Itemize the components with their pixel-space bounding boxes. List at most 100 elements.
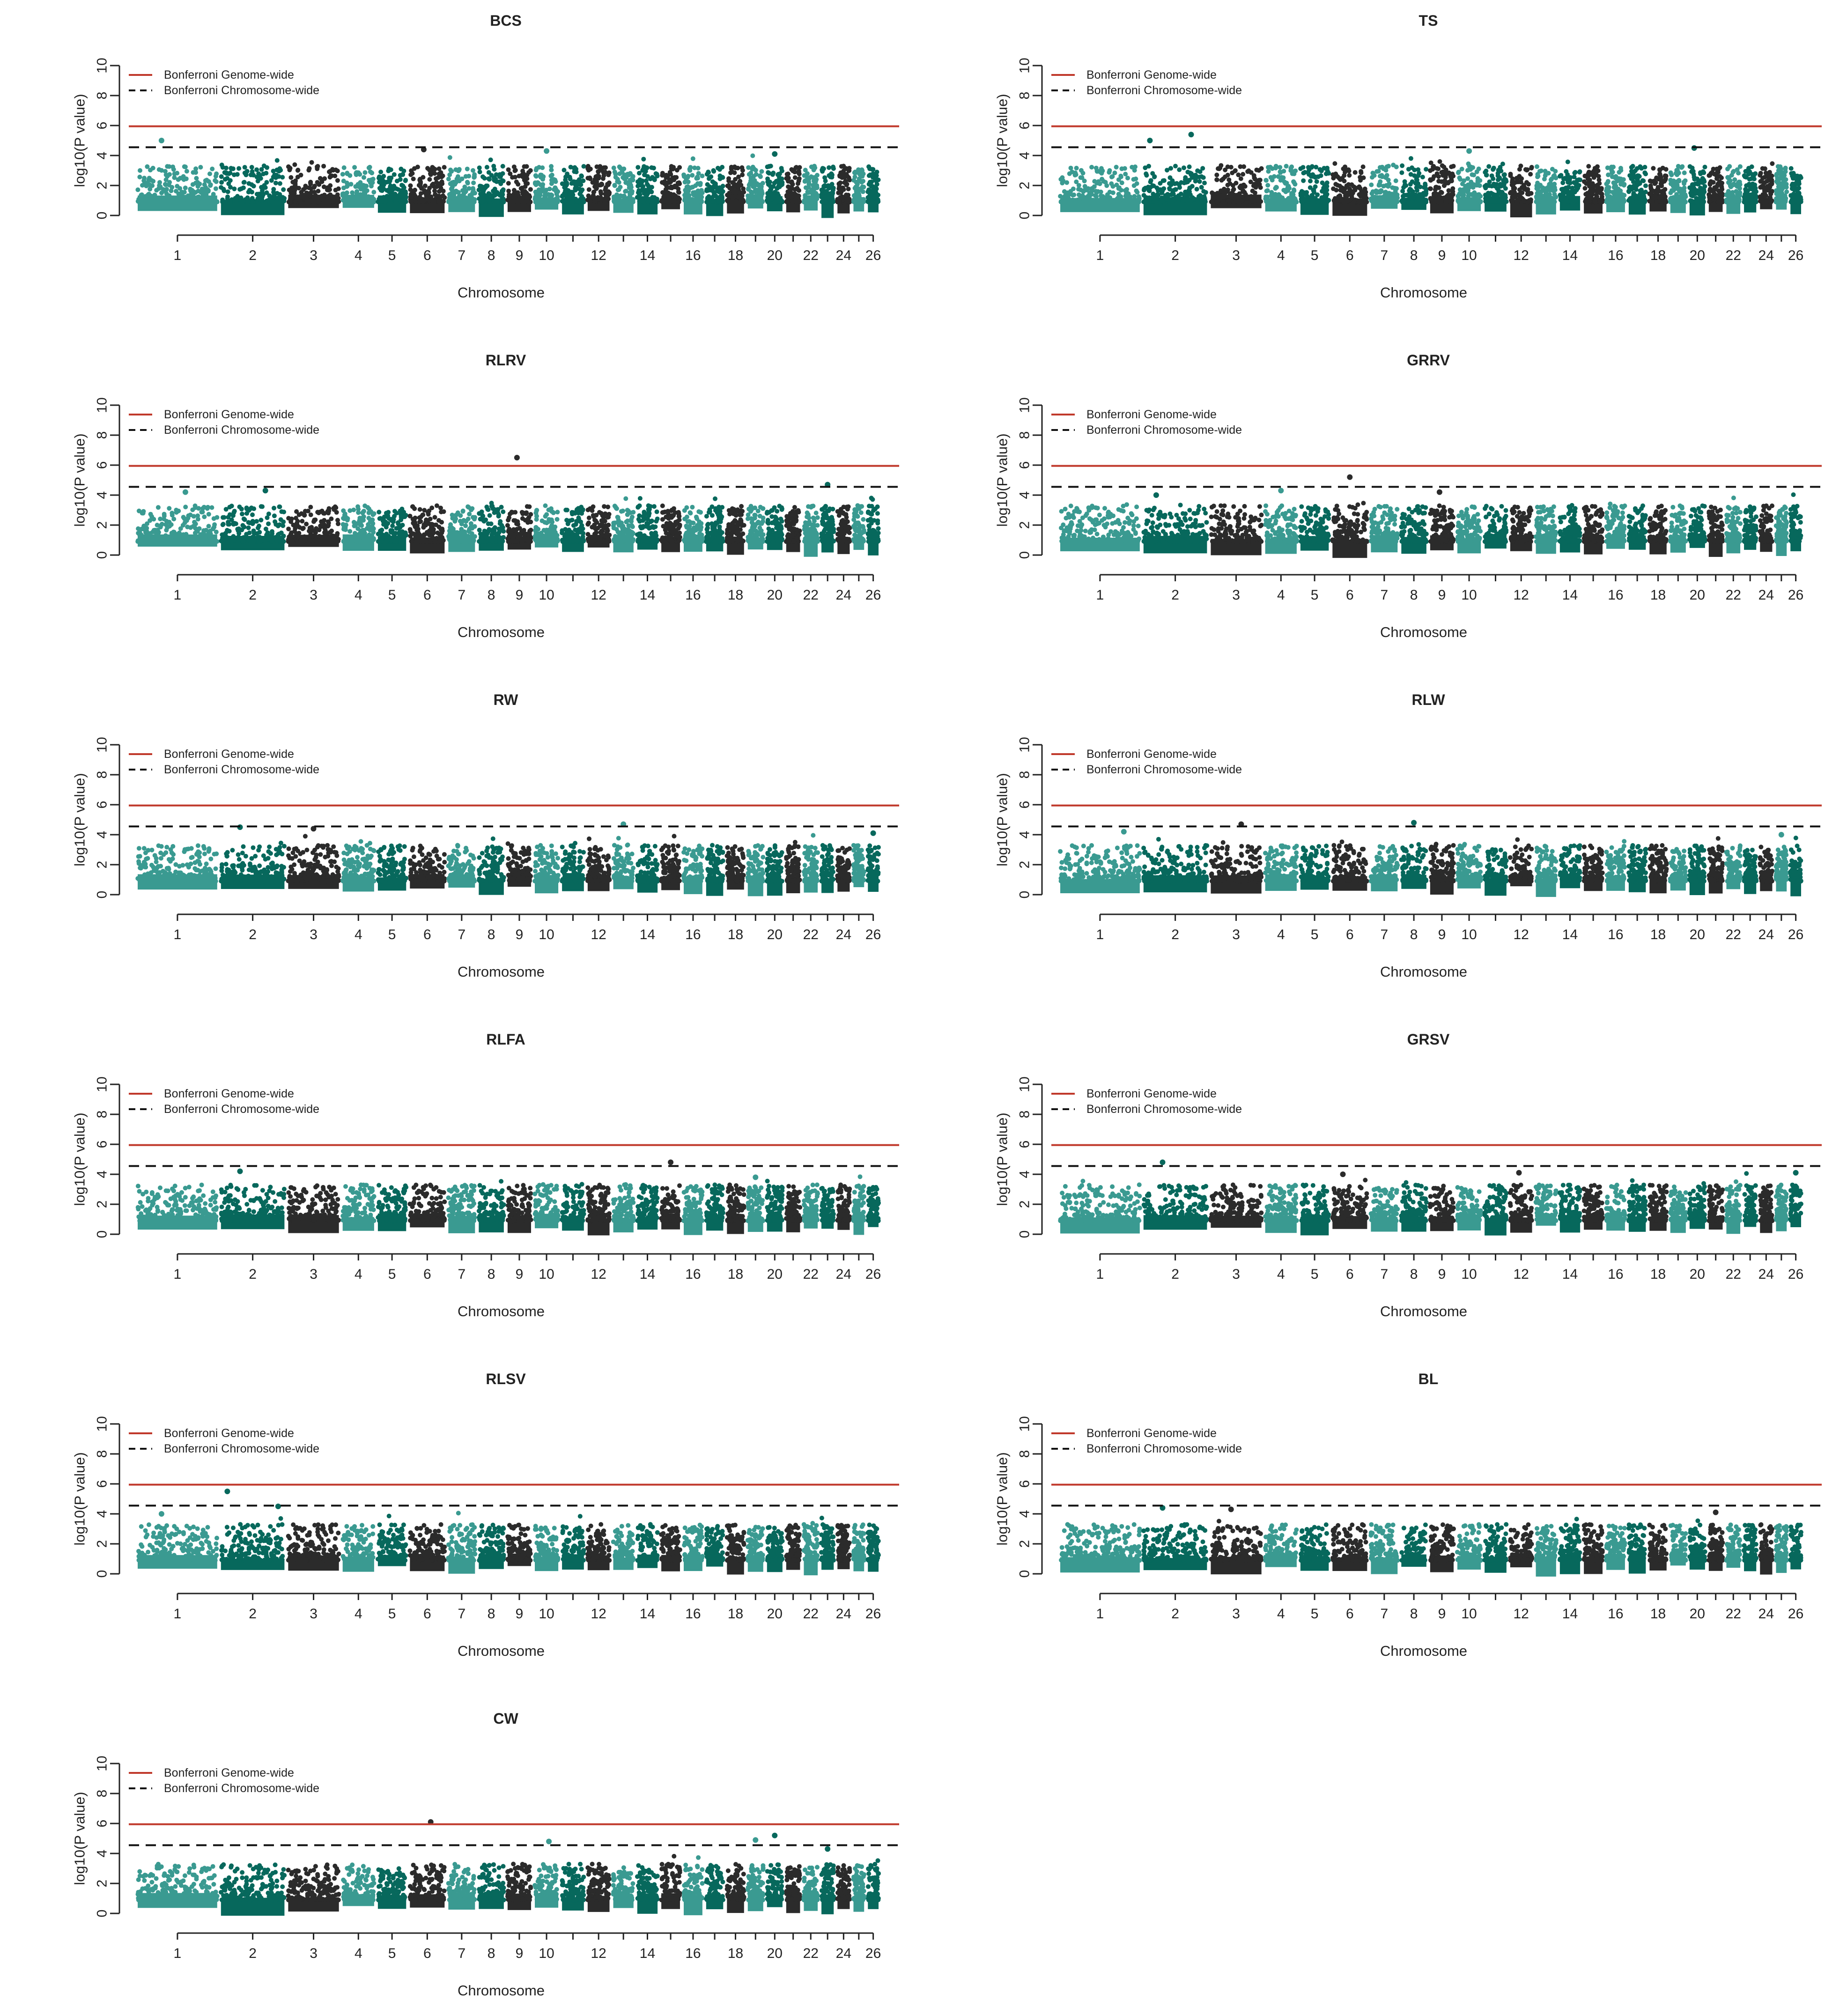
snp-point (249, 172, 253, 177)
snp-point (232, 172, 236, 177)
snp-point (363, 195, 368, 200)
chromosome-6-points (408, 165, 447, 214)
snp-point (427, 177, 432, 182)
snp-point (345, 191, 349, 195)
snp-point (321, 164, 326, 169)
snp-point (340, 193, 345, 198)
snp-point (363, 184, 368, 188)
snp-point (298, 194, 303, 199)
snp-point (229, 166, 233, 170)
snp-point (167, 164, 171, 169)
snp-point (438, 195, 443, 200)
snp-point (267, 199, 272, 203)
snp-point (336, 186, 341, 191)
snp-point (315, 164, 319, 169)
snp-point (219, 180, 224, 185)
snp-point (250, 198, 255, 202)
snp-point (359, 187, 363, 192)
snp-point (287, 200, 291, 204)
snp-point (386, 198, 391, 202)
snp-point (281, 197, 286, 202)
snp-point (413, 188, 417, 193)
snp-point (212, 198, 216, 203)
y-axis-label: log10(P value) (72, 94, 88, 187)
snp-point (151, 179, 155, 184)
snp-point (335, 199, 340, 204)
chromosome-1-points (135, 164, 219, 211)
snp-point (149, 198, 154, 203)
snp-point (281, 187, 286, 192)
snp-point (380, 188, 384, 193)
snp-point (226, 189, 230, 194)
snp-point (167, 183, 171, 187)
snp-point (309, 190, 314, 194)
snp-point (388, 184, 392, 189)
snp-point (206, 198, 210, 203)
snp-point (174, 189, 178, 193)
snp-point (288, 175, 293, 180)
snp-point (206, 188, 211, 193)
snp-point (307, 185, 311, 190)
snp-point (316, 189, 320, 193)
snp-point (242, 180, 246, 185)
y-tick-label: 2 (95, 182, 110, 190)
snp-point (381, 174, 386, 178)
snp-point (177, 200, 181, 204)
snp-point (191, 170, 196, 175)
snp-point (345, 171, 350, 176)
snp-point (352, 165, 357, 170)
snp-point (272, 195, 276, 200)
snp-point (298, 200, 303, 204)
snp-point (246, 190, 251, 194)
snp-point (149, 193, 154, 198)
snp-point (142, 176, 147, 180)
snp-point (219, 174, 224, 179)
snp-point (263, 185, 268, 190)
snp-point (273, 181, 278, 185)
snp-point (264, 180, 269, 185)
chromosome-5-points (376, 167, 408, 213)
snp-point (301, 187, 306, 192)
snp-point (239, 186, 244, 191)
snp-point (331, 199, 336, 203)
snp-point (236, 166, 241, 171)
snp-point (135, 187, 140, 192)
snp-point (159, 195, 164, 200)
snp-point (259, 167, 264, 172)
snp-point (403, 189, 408, 194)
snp-point (363, 188, 368, 193)
snp-point (223, 177, 228, 182)
snp-point (290, 195, 295, 200)
snp-point (349, 182, 354, 186)
snp-point (200, 195, 205, 200)
snp-point (161, 187, 166, 192)
snp-point (250, 165, 254, 170)
snp-point (418, 184, 423, 189)
snp-point (395, 179, 399, 184)
chromosome-2-points (219, 158, 287, 215)
snp-point (379, 180, 384, 185)
snp-point (148, 183, 153, 188)
snp-point (214, 186, 218, 191)
snp-point (157, 180, 162, 185)
snp-point (194, 176, 199, 181)
snp-point (271, 187, 276, 192)
x-tick-label: 1 (174, 248, 182, 263)
snp-point (156, 186, 161, 191)
snp-point (293, 199, 298, 204)
snp-point (243, 165, 247, 170)
snp-point (198, 165, 203, 170)
snp-point (196, 189, 200, 193)
snp-point (221, 199, 225, 204)
snp-point (293, 183, 298, 187)
snp-point (137, 175, 142, 179)
snp-point (325, 194, 330, 199)
snp-point (415, 165, 420, 170)
y-tick-label: 6 (95, 122, 110, 130)
snp-point (193, 181, 198, 185)
snp-point (377, 174, 382, 179)
snp-point (380, 198, 385, 203)
snp-point (296, 175, 300, 179)
snp-point (210, 167, 214, 171)
snp-point (147, 176, 152, 181)
